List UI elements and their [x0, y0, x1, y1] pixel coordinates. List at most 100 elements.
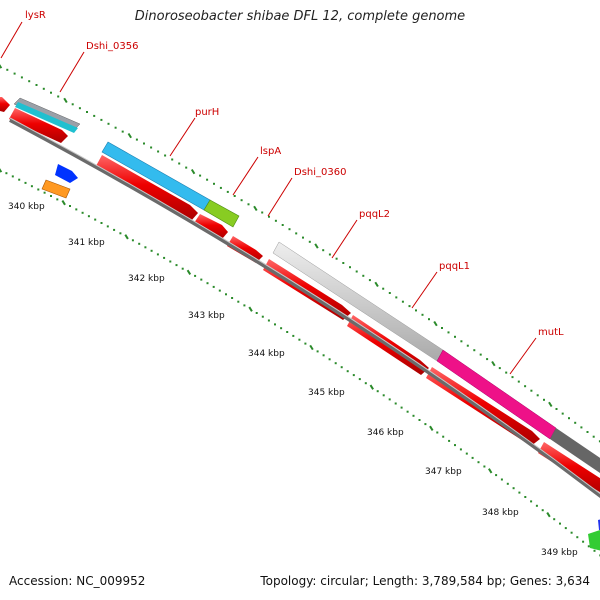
minor-tick	[261, 211, 264, 214]
minor-tick	[322, 354, 325, 357]
minor-tick	[164, 154, 167, 157]
gene-label-mutL[interactable]: mutL	[538, 327, 564, 338]
accession-value: NC_009952	[76, 574, 146, 588]
leader-mutL	[509, 337, 537, 375]
minor-tick	[225, 293, 227, 296]
minor-tick	[334, 362, 337, 365]
ruler-label: 347 kbp	[425, 467, 462, 477]
minor-tick	[500, 478, 503, 481]
cds-arrow[interactable]	[96, 155, 198, 221]
minor-tick	[593, 549, 596, 552]
minor-tick	[412, 414, 415, 417]
minor-tick	[530, 500, 533, 503]
minor-tick	[86, 111, 88, 113]
minor-tick	[368, 279, 371, 282]
minor-tick	[570, 531, 573, 534]
minor-tick	[454, 335, 456, 338]
minor-tick	[568, 417, 570, 420]
minor-tick	[471, 456, 474, 459]
minor-tick	[13, 72, 16, 75]
minor-tick	[561, 412, 564, 415]
gene-label-pqqL1[interactable]: pqqL1	[439, 261, 470, 272]
gene-label-lysR[interactable]: lysR	[25, 10, 46, 21]
cog-track	[13, 97, 600, 473]
minor-tick	[408, 305, 411, 308]
minor-tick	[35, 84, 38, 86]
major-tick	[127, 132, 132, 139]
minor-tick	[218, 289, 221, 292]
minor-tick	[157, 150, 160, 153]
gene-labels: lysR Dshi_0356 purH lspA Dshi_0360 pqqL2…	[25, 10, 564, 338]
minor-tick	[349, 266, 351, 269]
minor-tick	[382, 394, 385, 397]
gene-label-purH[interactable]: purH	[195, 107, 219, 118]
major-tick	[253, 205, 258, 212]
cog-segment-dshi-0360[interactable]	[272, 241, 444, 362]
minor-tick	[340, 366, 343, 369]
leader-lspA	[232, 156, 259, 196]
cog-segment-lspA[interactable]	[203, 199, 240, 228]
minor-tick	[261, 315, 264, 318]
minor-tick	[106, 225, 109, 228]
minor-tick	[185, 166, 188, 169]
accession-info: Accession: NC_009952	[9, 574, 145, 588]
minor-tick	[219, 186, 222, 189]
feature-green[interactable]	[588, 528, 600, 552]
minor-tick	[308, 240, 311, 243]
minor-tick	[20, 76, 23, 79]
minor-tick	[328, 358, 331, 361]
cds-arrow[interactable]	[0, 97, 10, 112]
ruler-labels: 340 kbp 341 kbp 342 kbp 343 kbp 344 kbp …	[8, 202, 578, 558]
cds-arrow[interactable]	[9, 108, 68, 143]
leader-pqqL1	[411, 271, 438, 309]
minor-tick	[574, 421, 577, 424]
minor-tick	[580, 426, 583, 429]
minor-tick	[498, 367, 501, 370]
cds-arrow[interactable]	[194, 214, 228, 239]
cds-arrow[interactable]	[538, 442, 600, 496]
minor-tick	[421, 313, 424, 316]
minor-tick	[512, 487, 515, 490]
gene-label-lspA[interactable]: lspA	[260, 146, 281, 157]
cds-arrow[interactable]	[426, 367, 540, 446]
minor-tick	[576, 536, 579, 539]
minor-tick	[87, 215, 90, 218]
minor-tick	[518, 491, 521, 494]
minor-tick	[169, 260, 172, 263]
minor-tick	[71, 103, 74, 106]
minor-tick	[75, 208, 78, 211]
minor-tick	[231, 297, 234, 299]
minor-tick	[495, 474, 498, 477]
cog-segment-dshi-0356[interactable]	[15, 102, 78, 133]
minor-tick	[454, 444, 456, 447]
gene-label-dshi-0360[interactable]: Dshi_0360	[294, 167, 346, 178]
leader-dshi-0356	[59, 51, 85, 93]
major-tick	[309, 344, 314, 351]
genes-label: Genes:	[509, 574, 552, 588]
feature-orange[interactable]	[41, 179, 71, 199]
minor-tick	[358, 378, 361, 381]
gene-label-pqqL2[interactable]: pqqL2	[359, 209, 390, 220]
minor-tick	[394, 402, 397, 405]
minor-tick	[483, 465, 486, 468]
cog-segment-unassigned[interactable]	[550, 428, 600, 473]
cds-arrow[interactable]	[227, 236, 263, 263]
minor-tick	[240, 199, 243, 202]
minor-tick	[199, 174, 202, 177]
minor-tick	[517, 380, 520, 383]
ruler-label: 349 kbp	[541, 548, 578, 558]
leader-purH	[169, 117, 196, 157]
feature-blue[interactable]	[55, 164, 78, 183]
minor-tick	[362, 274, 365, 277]
minor-tick	[288, 228, 291, 231]
minor-tick	[428, 318, 430, 321]
major-tick	[369, 384, 374, 390]
minor-tick	[78, 107, 81, 110]
minor-tick	[322, 249, 325, 252]
minor-tick	[37, 188, 40, 191]
minor-tick	[486, 358, 489, 361]
minor-tick	[506, 482, 509, 485]
minor-tick	[274, 219, 277, 222]
gene-label-dshi-0356[interactable]: Dshi_0356	[86, 41, 138, 52]
